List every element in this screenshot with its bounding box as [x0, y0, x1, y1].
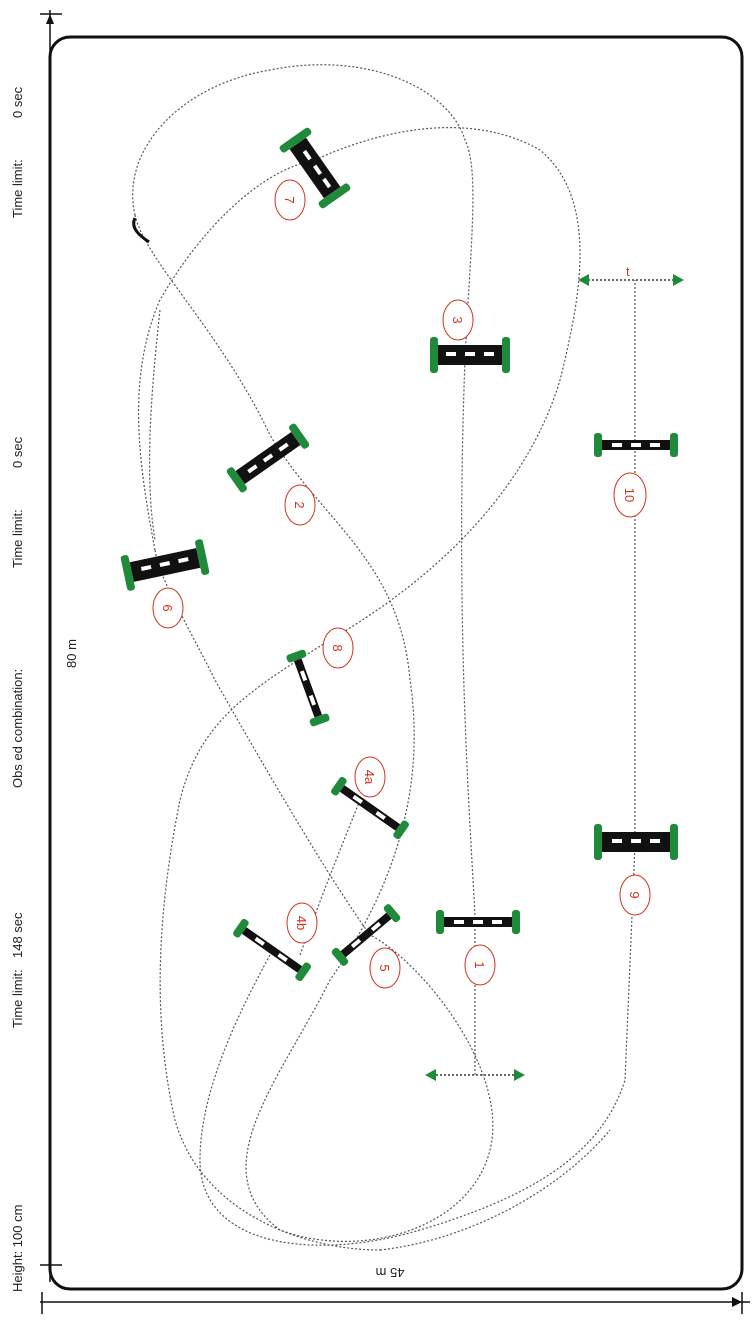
obstacle-3-number: 3 [442, 299, 474, 341]
obstacle-7 [279, 127, 351, 209]
obstacle-5 [331, 904, 401, 966]
time-value-3: 0 sec [10, 86, 25, 118]
obstacle-combination-label: Obs ed combination: [10, 669, 25, 788]
time-limit-label-3: Time limit: [10, 159, 25, 218]
svg-text:9: 9 [627, 891, 642, 898]
obstacle-4a [331, 776, 409, 840]
obstacle-3 [430, 337, 510, 373]
svg-text:2: 2 [292, 501, 307, 508]
width-label: 45 m [376, 1265, 405, 1280]
height-label: Height: 100 cm [10, 1205, 25, 1292]
svg-text:8: 8 [330, 644, 345, 651]
obstacle-1-number: 1 [464, 944, 496, 986]
arena-border [48, 35, 744, 1291]
time-limit-label-2: Time limit: [10, 509, 25, 568]
svg-text:1: 1 [472, 961, 487, 968]
obstacle-6 [120, 539, 210, 591]
obstacle-4a-number: 4a [354, 756, 386, 798]
svg-text:3: 3 [450, 316, 465, 323]
obstacle-2-number: 2 [284, 484, 316, 526]
obstacle-4b [233, 918, 311, 982]
finish-line: t [578, 264, 684, 286]
obstacle-1 [436, 910, 520, 934]
obstacle-10-number: 10 [613, 472, 647, 518]
obstacle-9 [594, 824, 678, 860]
obstacle-10 [594, 433, 678, 457]
time-limit-label-1: Time limit: [10, 969, 25, 1028]
svg-text:10: 10 [622, 488, 637, 502]
obstacle-8-number: 8 [322, 627, 354, 669]
time-value-2: 0 sec [10, 436, 25, 468]
start-line [425, 1069, 525, 1081]
svg-text:4b: 4b [294, 916, 309, 930]
obstacle-5-number: 5 [369, 947, 401, 989]
obstacle-9-number: 9 [619, 874, 651, 916]
time-value-1: 148 sec [10, 912, 25, 958]
svg-text:6: 6 [160, 604, 175, 611]
length-label: 80 m [64, 639, 79, 668]
obstacle-4b-number: 4b [286, 902, 318, 944]
svg-text:4a: 4a [362, 770, 377, 785]
svg-text:5: 5 [377, 964, 392, 971]
obstacle-7-number: 7 [274, 179, 306, 221]
course-route [132, 64, 636, 1251]
obstacle-8 [286, 649, 330, 727]
obstacle-6-number: 6 [152, 587, 184, 629]
obstacle-2 [226, 423, 310, 493]
svg-text:7: 7 [282, 196, 297, 203]
finish-marker: t [626, 264, 630, 279]
